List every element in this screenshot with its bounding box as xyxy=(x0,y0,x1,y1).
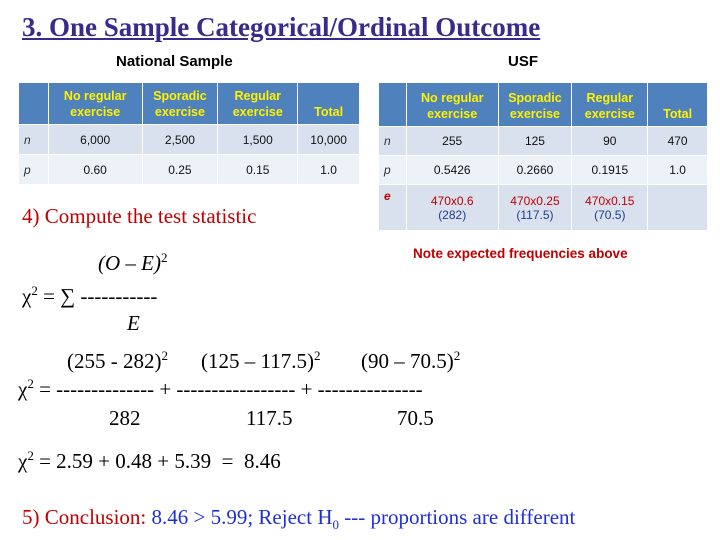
h-subscript: 0 xyxy=(332,517,339,533)
formula-numerator-text: (O – E) xyxy=(98,251,161,275)
row-label: p xyxy=(18,154,49,185)
chi-symbol: χ xyxy=(22,284,32,308)
national-sample-table: No regular exercise Sporadic exercise Re… xyxy=(18,82,360,185)
table-row: n 255 125 90 470 xyxy=(378,126,708,156)
row-label: n xyxy=(378,126,407,156)
usf-table-caption: USF xyxy=(508,53,538,70)
calc-denominator-3: 70.5 xyxy=(397,406,434,430)
header-cell: No regular exercise xyxy=(47,82,143,125)
row-label: e xyxy=(378,184,407,231)
calc-denominator-2: 117.5 xyxy=(246,406,293,430)
table-row: p 0.5426 0.2660 0.1915 1.0 xyxy=(378,155,708,185)
expected-cell: 470x0.15 (70.5) xyxy=(571,184,649,231)
header-cell: Sporadic exercise xyxy=(497,82,573,127)
calc-numerator-3-text: (90 – 70.5) xyxy=(361,349,454,373)
national-table-caption: National Sample xyxy=(116,53,233,70)
table-cell: 0.2660 xyxy=(497,155,573,185)
expected-frequencies-note: Note expected frequencies above xyxy=(413,246,628,261)
table-cell: 6,000 xyxy=(47,124,143,155)
row-label: n xyxy=(18,124,49,155)
header-cell: Total xyxy=(647,82,708,127)
formula-numerator: (O – E)2 xyxy=(98,250,168,275)
expected-calc: 470x0.15 xyxy=(585,193,635,208)
header-cell: Sporadic exercise xyxy=(141,82,219,125)
expected-cell: 470x0.6 (282) xyxy=(405,184,499,231)
chi-symbol: χ xyxy=(18,377,28,401)
conclusion-label: 5) Conclusion: xyxy=(22,505,147,529)
table-cell: 0.1915 xyxy=(571,155,649,185)
slide-title: 3. One Sample Categorical/Ordinal Outcom… xyxy=(22,12,541,42)
national-header-row: No regular exercise Sporadic exercise Re… xyxy=(18,82,360,125)
formula-sum-dashes: = ∑ ----------- xyxy=(37,284,158,308)
row-label: p xyxy=(378,155,407,185)
header-cell: Regular exercise xyxy=(217,82,299,125)
usf-header-row: No regular exercise Sporadic exercise Re… xyxy=(378,82,708,127)
table-cell: 0.15 xyxy=(217,154,299,185)
expected-calc: 470x0.6 xyxy=(430,193,474,208)
header-cell: Total xyxy=(297,82,360,125)
conclusion-comparison: 8.46 > 5.99; Reject H0 --- proportions a… xyxy=(146,505,576,533)
table-cell: 2,500 xyxy=(141,124,219,155)
calc-numerator-1: (255 - 282)2 xyxy=(67,348,168,373)
expected-value: (282) xyxy=(438,207,467,222)
table-cell: 1,500 xyxy=(217,124,299,155)
table-cell: 90 xyxy=(571,126,649,156)
calc-numerator-2: (125 – 117.5)2 xyxy=(201,348,321,373)
table-cell: 0.5426 xyxy=(405,155,499,185)
calc-numerator-3: (90 – 70.5)2 xyxy=(361,348,461,373)
conclusion-comparison-text: 8.46 > 5.99; Reject H xyxy=(151,505,333,529)
header-cell: Regular exercise xyxy=(571,82,649,127)
header-cell xyxy=(18,82,49,125)
calc-denominator-1: 282 xyxy=(109,406,141,430)
expected-value: (70.5) xyxy=(594,207,626,222)
table-row: n 6,000 2,500 1,500 10,000 xyxy=(18,124,360,155)
usf-table: No regular exercise Sporadic exercise Re… xyxy=(378,82,708,231)
expected-value: (117.5) xyxy=(516,207,554,222)
formula-main-line: χ2 = ∑ ----------- xyxy=(22,283,158,308)
conclusion-line: 5) Conclusion: 8.46 > 5.99; Reject H0 --… xyxy=(22,505,576,533)
calc-dash-line: χ2 = -------------- + ----------------- … xyxy=(18,376,423,401)
conclusion-rest-text: --- proportions are different xyxy=(339,505,576,529)
header-cell xyxy=(378,82,407,127)
calc-numerator-1-text: (255 - 282) xyxy=(67,349,162,373)
header-cell: No regular exercise xyxy=(405,82,499,127)
table-cell: 255 xyxy=(405,126,499,156)
table-cell: 1.0 xyxy=(297,154,360,185)
table-cell: 10,000 xyxy=(297,124,360,155)
step-4-heading: 4) Compute the test statistic xyxy=(22,204,257,228)
table-cell: 0.25 xyxy=(141,154,219,185)
chi-symbol: χ xyxy=(18,449,28,473)
table-cell: 470 xyxy=(647,126,708,156)
table-row: p 0.60 0.25 0.15 1.0 xyxy=(18,154,360,185)
expected-calc: 470x0.25 xyxy=(510,193,560,208)
expected-cell xyxy=(647,184,708,231)
calc-result-line: χ2 = 2.59 + 0.48 + 5.39 = 8.46 xyxy=(18,448,281,473)
expected-row: e 470x0.6 (282) 470x0.25 (117.5) 470x0.1… xyxy=(378,184,708,231)
table-cell: 0.60 xyxy=(47,154,143,185)
table-cell: 1.0 xyxy=(647,155,708,185)
table-cell: 125 xyxy=(497,126,573,156)
calc-numerator-2-text: (125 – 117.5) xyxy=(201,349,314,373)
formula-denominator: E xyxy=(127,311,140,335)
calc-dash-text: = -------------- + ----------------- + -… xyxy=(33,377,423,401)
expected-cell: 470x0.25 (117.5) xyxy=(497,184,573,231)
calc-result-text: = 2.59 + 0.48 + 5.39 = 8.46 xyxy=(33,449,281,473)
